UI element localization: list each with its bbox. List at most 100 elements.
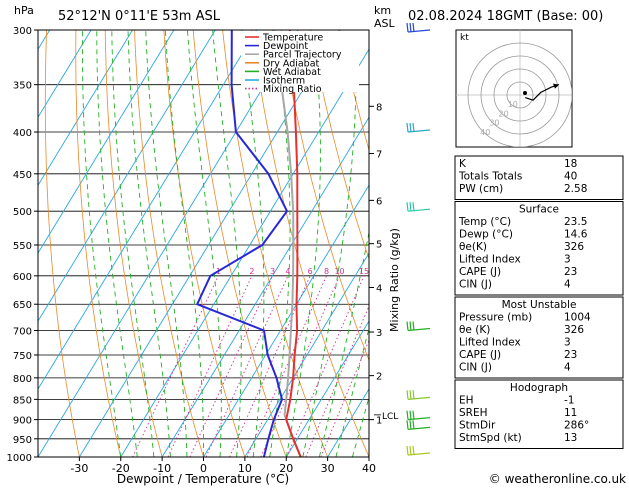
indices-row-value: 4 xyxy=(564,362,571,374)
mixing-ratio-label: 15 xyxy=(359,267,369,276)
wind-barb-staff xyxy=(407,327,431,332)
wet-adiabat xyxy=(96,30,138,457)
height-tick-label: 6 xyxy=(376,196,382,207)
footer-credit: © weatheronline.co.uk xyxy=(489,472,626,486)
wet-adiabat xyxy=(318,229,369,457)
wet-adiabat xyxy=(335,326,369,457)
legend-label: Isotherm xyxy=(263,76,305,87)
pressure-tick-label: 550 xyxy=(13,241,32,252)
indices-row-value: 2.58 xyxy=(564,183,587,195)
indices-row-value: 23 xyxy=(564,349,577,361)
mixing-ratio-label: 8 xyxy=(324,267,329,276)
x-axis-label: Dewpoint / Temperature (°C) xyxy=(117,472,289,486)
dewpoint-line xyxy=(196,30,288,457)
wet-adiabat xyxy=(111,30,155,457)
indices-row-value: 3 xyxy=(564,337,571,349)
pressure-tick-label: 450 xyxy=(13,170,32,181)
wind-barb-flag xyxy=(406,420,409,430)
temperature-tick-label: 10 xyxy=(238,462,252,475)
indices-row-label: CAPE (J) xyxy=(459,266,501,278)
wet-adiabat xyxy=(186,30,222,457)
indices-row-value: 23 xyxy=(564,266,577,278)
pressure-tick-label: 350 xyxy=(13,81,32,92)
wind-barb-staff xyxy=(407,452,431,456)
pressure-tick-label: 600 xyxy=(13,272,32,283)
indices-row-value: 326 xyxy=(564,241,584,253)
wind-barb-flag xyxy=(406,202,409,212)
hodograph-unit: kt xyxy=(460,33,469,43)
temperature-line xyxy=(285,30,302,457)
height-tick-label: 4 xyxy=(376,283,382,294)
indices-section-title: Most Unstable xyxy=(502,299,577,311)
wind-barb-flag xyxy=(406,22,409,33)
dry-adiabat xyxy=(104,30,163,457)
hodograph-arrowhead xyxy=(553,83,559,89)
hodograph-ring xyxy=(493,68,547,122)
indices-row-label: StmDir xyxy=(459,420,496,432)
wind-barb-flag xyxy=(412,22,415,33)
wet-adiabat xyxy=(241,30,265,457)
indices-row-value: 3 xyxy=(564,254,571,266)
indices-row-label: θe(K) xyxy=(459,241,487,253)
hodograph-ring-label: 10 xyxy=(508,100,518,109)
wet-adiabat xyxy=(351,395,369,457)
wind-barb-flag xyxy=(409,445,412,456)
wind-barb-flag xyxy=(412,445,415,456)
wind-barb-flag xyxy=(412,420,415,430)
hodograph-storm-motion xyxy=(523,91,527,95)
legend-label: Parcel Trajectory xyxy=(263,50,342,61)
indices-row-label: EH xyxy=(459,395,474,407)
mixing-ratio-line xyxy=(286,275,365,457)
wind-barb-flag xyxy=(409,321,412,331)
wind-barb-flag xyxy=(406,122,409,133)
hodograph-frame xyxy=(455,29,573,148)
pressure-tick-label: 650 xyxy=(13,300,32,311)
indices-most-unstable-table xyxy=(454,296,624,379)
wet-adiabat xyxy=(145,30,188,457)
indices-row-value: -1 xyxy=(564,395,574,407)
wet-adiabat xyxy=(285,30,321,457)
wind-barb-staff xyxy=(407,29,431,33)
location-title: 52°12'N 0°11'E 53m ASL xyxy=(58,9,221,24)
indices-row-value: 326 xyxy=(564,324,584,336)
legend-background xyxy=(241,31,359,92)
pressure-tick-label: 950 xyxy=(13,435,32,446)
isotherm-line xyxy=(0,30,8,457)
wind-barb-flag xyxy=(409,122,412,133)
indices-basic-table xyxy=(454,155,624,200)
height-tick-label: 3 xyxy=(376,328,382,339)
indices-row-label: Dewp (°C) xyxy=(459,229,513,241)
dry-adiabat xyxy=(339,30,369,152)
indices-row-value: 14.6 xyxy=(564,229,588,241)
wind-barb-flag xyxy=(412,321,415,331)
hodograph-ring-label: 40 xyxy=(480,128,490,137)
height-tick-label: 1 xyxy=(376,416,382,427)
legend-label: Temperature xyxy=(262,33,323,44)
hodograph-trace xyxy=(525,84,560,101)
wind-barb-flag xyxy=(412,410,415,420)
temperature-tick-label: 0 xyxy=(200,462,207,475)
mixing-ratio-label: 4 xyxy=(285,267,290,276)
pressure-tick-label: 800 xyxy=(13,374,32,385)
hodograph-ring xyxy=(467,42,572,147)
pressure-tick-label: 750 xyxy=(13,351,32,362)
isotherm-line xyxy=(161,116,369,457)
wet-adiabat xyxy=(302,30,357,457)
pressure-tick-label: 1000 xyxy=(7,453,32,464)
isotherm-line xyxy=(285,320,369,457)
hodograph-ring xyxy=(480,55,560,135)
isotherm-line xyxy=(203,184,369,457)
legend-label: Wet Adiabat xyxy=(263,67,321,78)
dry-adiabat xyxy=(134,30,204,457)
y-axis-right-label: Mixing Ratio (g/kg) xyxy=(388,228,401,332)
height-tick-label: 5 xyxy=(376,240,382,251)
height-tick-label: 8 xyxy=(376,102,382,113)
pressure-tick-label: 900 xyxy=(13,416,32,427)
temperature-tick-label: 30 xyxy=(321,462,335,475)
indices-row-label: CAPE (J) xyxy=(459,349,501,361)
wind-barb-flag xyxy=(406,445,409,456)
